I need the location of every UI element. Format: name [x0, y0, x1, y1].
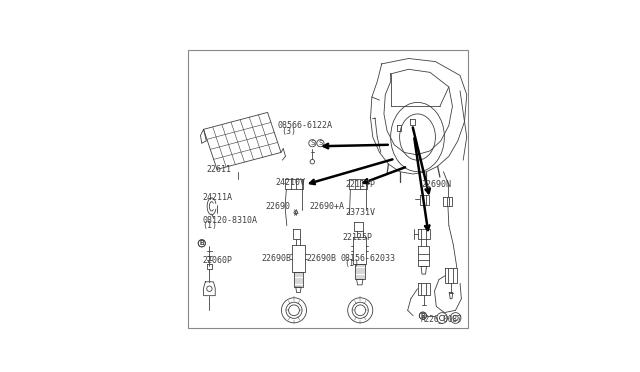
Text: B: B	[420, 313, 425, 319]
Text: 22690B: 22690B	[262, 254, 292, 263]
Text: S: S	[310, 140, 314, 146]
Text: 08156-62033: 08156-62033	[341, 254, 396, 263]
Text: 22060P: 22060P	[202, 256, 232, 264]
Text: (1): (1)	[202, 221, 218, 230]
Text: 22125P: 22125P	[343, 232, 373, 242]
Text: A226_0087: A226_0087	[420, 315, 462, 324]
Text: B: B	[200, 240, 204, 246]
Text: 22690N: 22690N	[421, 180, 451, 189]
Text: 24210V: 24210V	[275, 178, 305, 187]
Text: 22690+A: 22690+A	[309, 202, 344, 211]
Text: 22690B: 22690B	[307, 254, 337, 263]
Text: 08566-6122A: 08566-6122A	[278, 121, 333, 130]
Text: (3): (3)	[282, 127, 296, 136]
Text: S: S	[318, 140, 323, 146]
Text: 23731V: 23731V	[346, 208, 376, 217]
Text: B: B	[200, 240, 204, 246]
Text: 22690: 22690	[266, 202, 291, 211]
Text: (1): (1)	[344, 259, 360, 268]
Text: 08120-8310A: 08120-8310A	[202, 216, 257, 225]
Text: 22611: 22611	[206, 165, 231, 174]
Text: B: B	[420, 313, 425, 319]
Text: 22117P: 22117P	[346, 180, 376, 189]
Text: 24211A: 24211A	[202, 193, 232, 202]
